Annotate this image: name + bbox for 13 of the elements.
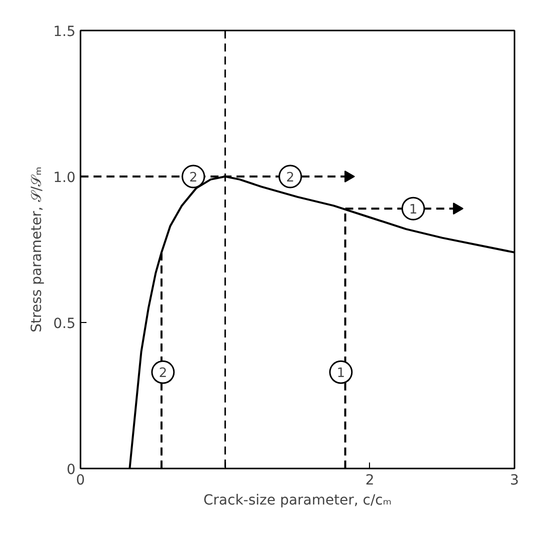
y-tick-label: 1.5	[53, 24, 76, 40]
x-tick-label: 2	[365, 472, 374, 488]
y-tick-label: 0.5	[53, 316, 76, 332]
y-axis-title: Stress parameter, 𝒮/𝒮ₘ	[29, 166, 46, 332]
x-axis-title: Crack-size parameter, c/cₘ	[203, 492, 392, 508]
y-tick-label: 1.0	[53, 170, 76, 186]
annotation: 2	[158, 366, 168, 382]
x-tick-label: 3	[510, 472, 519, 488]
annotation: 1	[409, 202, 418, 218]
y-tick-label: 0	[66, 462, 76, 478]
annotation: 2	[189, 170, 198, 186]
annotation: 2	[286, 170, 294, 186]
annotation: 1	[336, 366, 346, 382]
